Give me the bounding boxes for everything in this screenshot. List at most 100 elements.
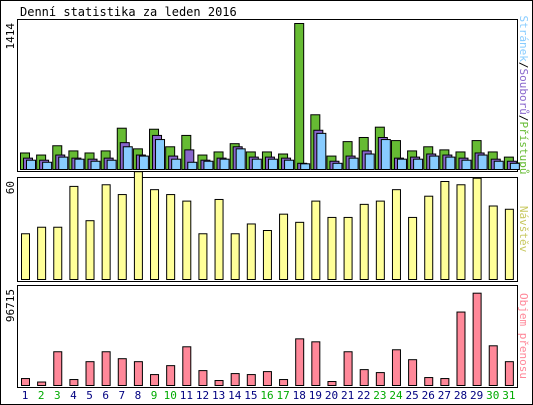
x-tick-label-day-13: 13 xyxy=(212,389,225,402)
x-tick-label-day-5: 5 xyxy=(86,389,93,402)
bar-hits-Stránek-day-27 xyxy=(445,156,456,171)
bar-hits-Stránek-day-16 xyxy=(267,158,278,171)
bar-visits-day-4 xyxy=(69,185,79,280)
bar-hits-Stránek-day-28 xyxy=(461,159,472,171)
bar-traffic-day-5 xyxy=(85,361,95,386)
x-tick-label-day-3: 3 xyxy=(54,389,61,402)
bar-hits-Stránek-day-23 xyxy=(380,139,391,171)
bar-traffic-day-14 xyxy=(230,373,240,386)
axis-label-part: / xyxy=(517,115,530,122)
bar-traffic-day-16 xyxy=(262,371,272,386)
bars-traffic xyxy=(21,292,514,387)
x-tick-label-day-14: 14 xyxy=(228,389,242,402)
bar-visits-day-17 xyxy=(279,213,289,281)
chart-panels: 1414 Stránek/Souborů/Přístupů60Návštěv967… xyxy=(4,16,530,388)
bar-traffic-day-18 xyxy=(295,338,305,387)
bar-hits-Stránek-day-31 xyxy=(509,162,520,171)
bar-hits-Stránek-day-8 xyxy=(138,155,149,171)
bar-visits-day-8 xyxy=(133,171,143,280)
bar-hits-Stránek-day-21 xyxy=(348,157,359,171)
bar-hits-Stránek-day-4 xyxy=(74,158,85,171)
bar-traffic-day-29 xyxy=(472,292,482,386)
axis-label-part: Stránek xyxy=(517,16,530,63)
bar-hits-Stránek-day-7 xyxy=(122,146,133,171)
ymax-label-visits: 60 xyxy=(4,181,17,194)
bar-traffic-day-11 xyxy=(182,346,192,387)
bar-visits-day-31 xyxy=(504,208,514,280)
bar-hits-Stránek-day-22 xyxy=(364,153,375,171)
panel-hits: 1414 Stránek/Souborů/Přístupů xyxy=(4,16,530,175)
axis-label-visits: Návštěv xyxy=(517,206,530,253)
x-tick-label-day-12: 12 xyxy=(196,389,209,402)
bar-visits-day-21 xyxy=(343,216,353,280)
x-tick-label-day-22: 22 xyxy=(357,389,370,402)
chart-title: Denní statistika za leden 2016 xyxy=(20,5,237,19)
bar-visits-day-12 xyxy=(198,233,208,280)
x-axis-day-labels: 1 2 3 4 5 6 7 8 9 10 11 12 13 14 15 16 17 18 19 20 21 22 23 24 2… xyxy=(22,389,516,402)
x-tick-label-day-9: 9 xyxy=(151,389,158,402)
bar-traffic-day-24 xyxy=(391,349,401,386)
bar-traffic-day-19 xyxy=(311,341,321,386)
bar-visits-day-25 xyxy=(408,216,418,280)
bar-visits-day-30 xyxy=(488,205,498,280)
bar-visits-day-1 xyxy=(21,233,30,280)
bar-hits-Stránek-day-3 xyxy=(58,156,69,171)
bar-traffic-day-22 xyxy=(359,369,369,386)
bar-hits-Stránek-day-17 xyxy=(284,159,295,171)
bars-hits xyxy=(20,23,520,171)
x-tick-label-day-26: 26 xyxy=(422,389,435,402)
bar-traffic-day-9 xyxy=(150,374,160,387)
panel-frame-visits xyxy=(17,177,518,282)
x-tick-label-day-4: 4 xyxy=(70,389,77,402)
bar-traffic-day-13 xyxy=(214,380,224,386)
x-tick-label-day-11: 11 xyxy=(180,389,193,402)
bar-traffic-day-6 xyxy=(101,351,111,386)
bar-visits-day-15 xyxy=(246,223,256,280)
axis-label-part: Souborů xyxy=(517,69,530,115)
x-tick-label-day-16: 16 xyxy=(260,389,273,402)
x-tick-label-day-29: 29 xyxy=(470,389,483,402)
bar-visits-day-26 xyxy=(424,195,434,280)
bar-traffic-day-25 xyxy=(408,359,418,386)
bar-visits-day-2 xyxy=(37,226,47,281)
x-tick-label-day-28: 28 xyxy=(454,389,467,402)
bar-visits-day-20 xyxy=(327,216,337,280)
bar-traffic-day-27 xyxy=(440,378,450,387)
bar-hits-Stránek-day-14 xyxy=(235,148,246,171)
bars-visits xyxy=(21,171,514,281)
bar-hits-Stránek-day-30 xyxy=(493,160,504,171)
axis-label-traffic: Objem přenosu xyxy=(517,293,530,379)
bar-visits-day-10 xyxy=(166,194,176,280)
bar-traffic-day-7 xyxy=(117,358,127,387)
x-tick-label-day-19: 19 xyxy=(309,389,322,402)
bar-hits-Stránek-day-20 xyxy=(332,162,343,171)
bar-hits-Stránek-day-15 xyxy=(251,158,262,171)
bar-hits-Stránek-day-13 xyxy=(219,158,230,171)
bar-hits-Stránek-day-1 xyxy=(26,159,36,171)
ymax-label-traffic: 96715 xyxy=(4,289,17,322)
x-tick-label-day-15: 15 xyxy=(244,389,257,402)
panel-visits: 60 Návštěv xyxy=(4,171,530,282)
bar-traffic-day-21 xyxy=(343,351,353,386)
bar-traffic-day-4 xyxy=(69,379,79,386)
bar-traffic-day-26 xyxy=(424,377,434,386)
bar-hits-Stránek-day-2 xyxy=(42,161,53,171)
bar-hits-Stránek-day-10 xyxy=(171,158,182,171)
bar-visits-day-11 xyxy=(182,200,192,281)
bar-hits-Stránek-day-26 xyxy=(429,155,440,171)
bar-visits-day-27 xyxy=(440,181,450,280)
axis-label-hits: Stránek/Souborů/Přístupů xyxy=(517,16,530,175)
bar-visits-day-18 xyxy=(295,221,305,280)
bar-traffic-day-20 xyxy=(327,381,337,386)
bar-traffic-day-3 xyxy=(53,351,63,386)
ymax-label-hits: 1414 xyxy=(4,23,17,50)
bar-traffic-day-12 xyxy=(198,370,208,387)
x-tick-label-day-24: 24 xyxy=(389,389,403,402)
bar-traffic-day-15 xyxy=(246,374,256,387)
x-tick-label-day-31: 31 xyxy=(502,389,515,402)
axis-label-part: Přístupů xyxy=(517,121,530,174)
x-tick-label-day-6: 6 xyxy=(102,389,109,402)
x-tick-label-day-1: 1 xyxy=(22,389,29,402)
